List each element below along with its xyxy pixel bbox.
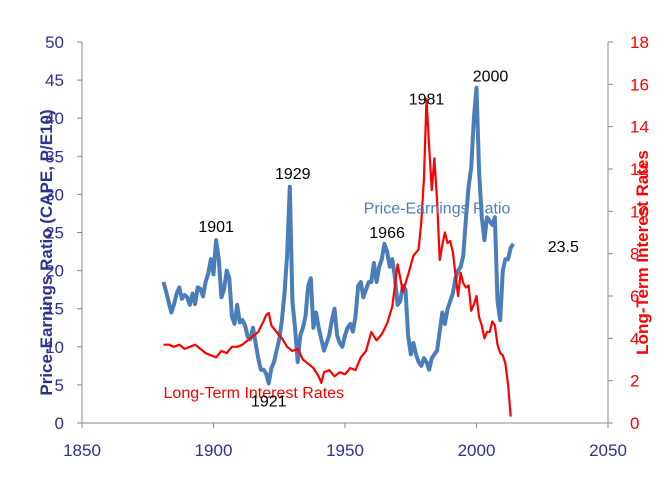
annotation-label: 1929 [275,166,311,183]
y-right-tick-label: 10 [630,202,649,221]
y-left-tick-label: 15 [45,300,64,319]
y-right-tick-label: 14 [630,118,649,137]
y-left-tick-label: 10 [45,338,64,357]
y-left-tick-label: 30 [45,185,64,204]
y-left-tick-label: 45 [45,71,64,90]
annotation-label: 2000 [473,69,509,86]
y-left-tick-label: 35 [45,147,64,166]
y-left-tick-label: 5 [55,376,64,395]
y-axis-right-title: Long-Term Interest Rates [633,150,652,355]
annotation-label: 1901 [198,219,234,236]
y-right-tick-label: 18 [630,33,649,52]
annotation-label: 1966 [369,225,405,242]
x-tick-label: 1850 [63,441,101,460]
y-axis-left-title: Price-Earnings Ratio (CAPE, P/E10) [37,109,56,395]
y-right-tick-label: 8 [630,245,639,264]
x-tick-label: 2050 [589,441,627,460]
y-left-tick-label: 40 [45,109,64,128]
interest-series-label: Long-Term Interest Rates [164,385,345,402]
y-left-tick-label: 50 [45,33,64,52]
y-left-tick-label: 0 [55,414,64,433]
x-tick-label: 1900 [195,441,233,460]
annotation-label: 23.5 [548,239,579,256]
y-right-tick-label: 0 [630,414,639,433]
annotation-label: 1981 [409,92,445,109]
pe-ratio-line [161,85,515,386]
pe-series-label: Price-Earnings Ratio [364,200,511,217]
y-left-tick-label: 25 [45,224,64,243]
x-tick-label: 1950 [326,441,364,460]
chart-texts: 0 5 10 15 20 25 30 35 40 45 50 0 2 4 6 8 10 12 14 16 18 1850 1… [37,33,652,460]
y-right-tick-label: 6 [630,287,639,306]
y-right-tick-label: 16 [630,75,649,94]
y-right-tick-label: 2 [630,372,639,391]
y-right-tick-label: 12 [630,160,649,179]
interest-rate-line [163,97,512,417]
annotation-label: 1921 [251,393,287,410]
x-tick-label: 2000 [458,441,496,460]
y-left-tick-label: 20 [45,262,64,281]
chart-series [161,85,515,417]
chart-axes [77,41,613,428]
y-right-tick-label: 4 [630,329,639,348]
